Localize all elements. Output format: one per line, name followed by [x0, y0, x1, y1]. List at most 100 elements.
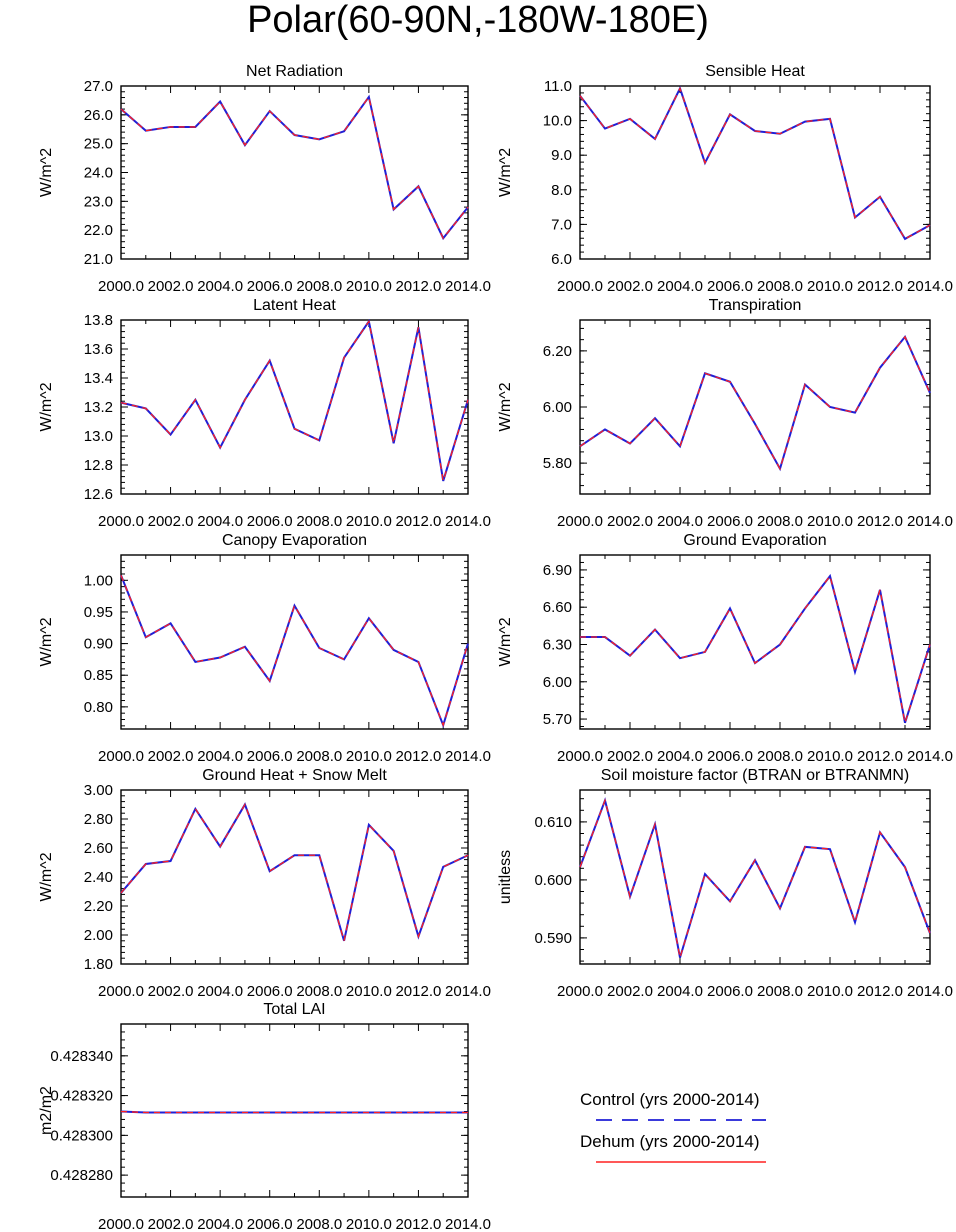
y-tick-label: 2.40 — [84, 869, 113, 886]
x-tick-label: 2006.0 — [247, 1216, 293, 1232]
x-tick-label: 2000.0 — [557, 983, 603, 1000]
x-tick-label: 2014.0 — [445, 278, 491, 295]
y-tick-label: 0.600 — [534, 872, 572, 889]
y-tick-label: 0.610 — [534, 814, 572, 831]
plot-frame — [579, 554, 931, 730]
legend-control-label: Control (yrs 2000-2014) — [580, 1090, 760, 1109]
x-tick-label: 2006.0 — [707, 513, 753, 530]
x-tick-label: 2000.0 — [98, 278, 144, 295]
y-tick-label: 11.0 — [544, 78, 572, 95]
plot-frame — [120, 85, 469, 260]
plot-frame — [579, 319, 931, 495]
y-tick-label: 6.60 — [543, 599, 572, 616]
x-tick-label: 2010.0 — [346, 1216, 392, 1232]
y-tick-label: 23.0 — [84, 193, 113, 210]
x-tick-label: 2006.0 — [247, 513, 293, 530]
series-line-control — [580, 573, 931, 724]
panel-title: Canopy Evaporation — [222, 532, 367, 549]
x-tick-label: 2004.0 — [657, 983, 703, 1000]
y-tick-label: 21.0 — [84, 251, 113, 268]
y-tick-label: 10.0 — [543, 113, 572, 130]
y-tick-label: 0.428340 — [50, 1048, 113, 1065]
y-tick-label: 1.00 — [84, 572, 113, 589]
plot-frame — [120, 554, 469, 730]
y-tick-label: 13.4 — [84, 370, 113, 387]
y-tick-label: 26.0 — [84, 107, 113, 124]
panel-title: Net Radiation — [246, 63, 343, 80]
x-tick-label: 2010.0 — [807, 748, 853, 765]
y-tick-label: 0.80 — [84, 699, 113, 716]
y-tick-label: 2.80 — [84, 811, 113, 828]
x-tick-label: 2008.0 — [757, 748, 803, 765]
y-axis-label: W/m^2 — [497, 382, 514, 431]
x-tick-label: 2014.0 — [445, 1216, 491, 1232]
y-tick-label: 0.590 — [534, 930, 572, 947]
series-line-control — [579, 797, 931, 958]
x-tick-label: 2012.0 — [857, 748, 903, 765]
x-tick-label: 2008.0 — [296, 513, 342, 530]
x-tick-label: 2004.0 — [197, 1216, 243, 1232]
y-tick-label: 2.60 — [84, 840, 113, 857]
y-tick-label: 6.0 — [551, 251, 572, 268]
x-tick-label: 2006.0 — [247, 748, 293, 765]
panel-title: Sensible Heat — [705, 63, 805, 80]
panel-2: Sensible Heat W/m^2 2000.0 2002.0 2004.0 2006… — [497, 63, 953, 295]
x-tick-label: 2012.0 — [395, 983, 441, 1000]
x-tick-label: 2010.0 — [346, 278, 392, 295]
plot-frame — [120, 319, 469, 495]
y-axis-label: W/m^2 — [38, 148, 55, 197]
panel-3: Latent Heat W/m^2 2000.0 2002.0 2004.0 2006.0… — [38, 297, 491, 530]
x-tick-label: 2012.0 — [395, 513, 441, 530]
x-tick-label: 2012.0 — [857, 983, 903, 1000]
x-tick-label: 2010.0 — [807, 513, 853, 530]
y-axis-label: unitless — [497, 850, 514, 904]
panel-5: Canopy Evaporation W/m^2 2000.0 2002.0 2004.… — [38, 532, 491, 765]
x-tick-label: 2004.0 — [657, 748, 703, 765]
x-tick-label: 2000.0 — [98, 983, 144, 1000]
x-tick-label: 2008.0 — [296, 983, 342, 1000]
x-tick-label: 2006.0 — [707, 748, 753, 765]
y-tick-label: 0.90 — [84, 636, 113, 653]
figure-title: Polar(60-90N,-180W-180E) — [247, 0, 709, 41]
panel-8: Soil moisture factor (BTRAN or BTRANMN) u… — [497, 767, 953, 1000]
x-tick-label: 2006.0 — [707, 983, 753, 1000]
panel-1: Net Radiation W/m^2 2000.0 2002.0 2004.0 2006… — [38, 63, 491, 295]
x-tick-label: 2006.0 — [247, 278, 293, 295]
panel-title: Ground Evaporation — [683, 532, 826, 549]
x-tick-label: 2008.0 — [757, 278, 803, 295]
x-tick-label: 2010.0 — [807, 278, 853, 295]
ticks — [579, 554, 931, 729]
x-tick-label: 2006.0 — [247, 983, 293, 1000]
ticks — [579, 790, 931, 964]
y-tick-label: 6.00 — [543, 674, 572, 691]
y-tick-label: 6.20 — [543, 343, 572, 360]
plot-frame — [120, 789, 469, 965]
legend-dehum-label: Dehum (yrs 2000-2014) — [580, 1132, 760, 1151]
y-tick-label: 7.0 — [551, 216, 572, 233]
y-tick-label: 2.00 — [84, 927, 113, 944]
panel-6: Ground Evaporation W/m^2 2000.0 2002.0 2004.… — [497, 532, 953, 765]
x-tick-label: 2002.0 — [607, 278, 653, 295]
series-line-control — [579, 85, 931, 241]
y-tick-label: 5.70 — [543, 711, 572, 728]
y-tick-label: 9.0 — [551, 147, 572, 164]
series-line-dehum — [120, 802, 469, 941]
series-line-control — [120, 574, 469, 729]
panel-4: Transpiration W/m^2 2000.0 2002.0 2004.0 2006… — [497, 297, 953, 530]
y-tick-label: 0.428320 — [50, 1088, 113, 1105]
y-tick-label: 12.6 — [84, 486, 113, 503]
x-tick-label: 2012.0 — [857, 278, 903, 295]
series-line-dehum — [120, 319, 469, 482]
x-tick-label: 2006.0 — [707, 278, 753, 295]
plot-frame — [120, 1023, 469, 1198]
x-tick-label: 2000.0 — [98, 513, 144, 530]
x-tick-label: 2014.0 — [907, 513, 953, 530]
x-tick-label: 2002.0 — [607, 983, 653, 1000]
series-line-dehum — [579, 335, 931, 471]
x-tick-label: 2000.0 — [557, 748, 603, 765]
series-line-control — [579, 334, 931, 472]
x-tick-label: 2014.0 — [445, 513, 491, 530]
y-tick-label: 13.8 — [84, 312, 113, 329]
x-tick-label: 2012.0 — [395, 748, 441, 765]
